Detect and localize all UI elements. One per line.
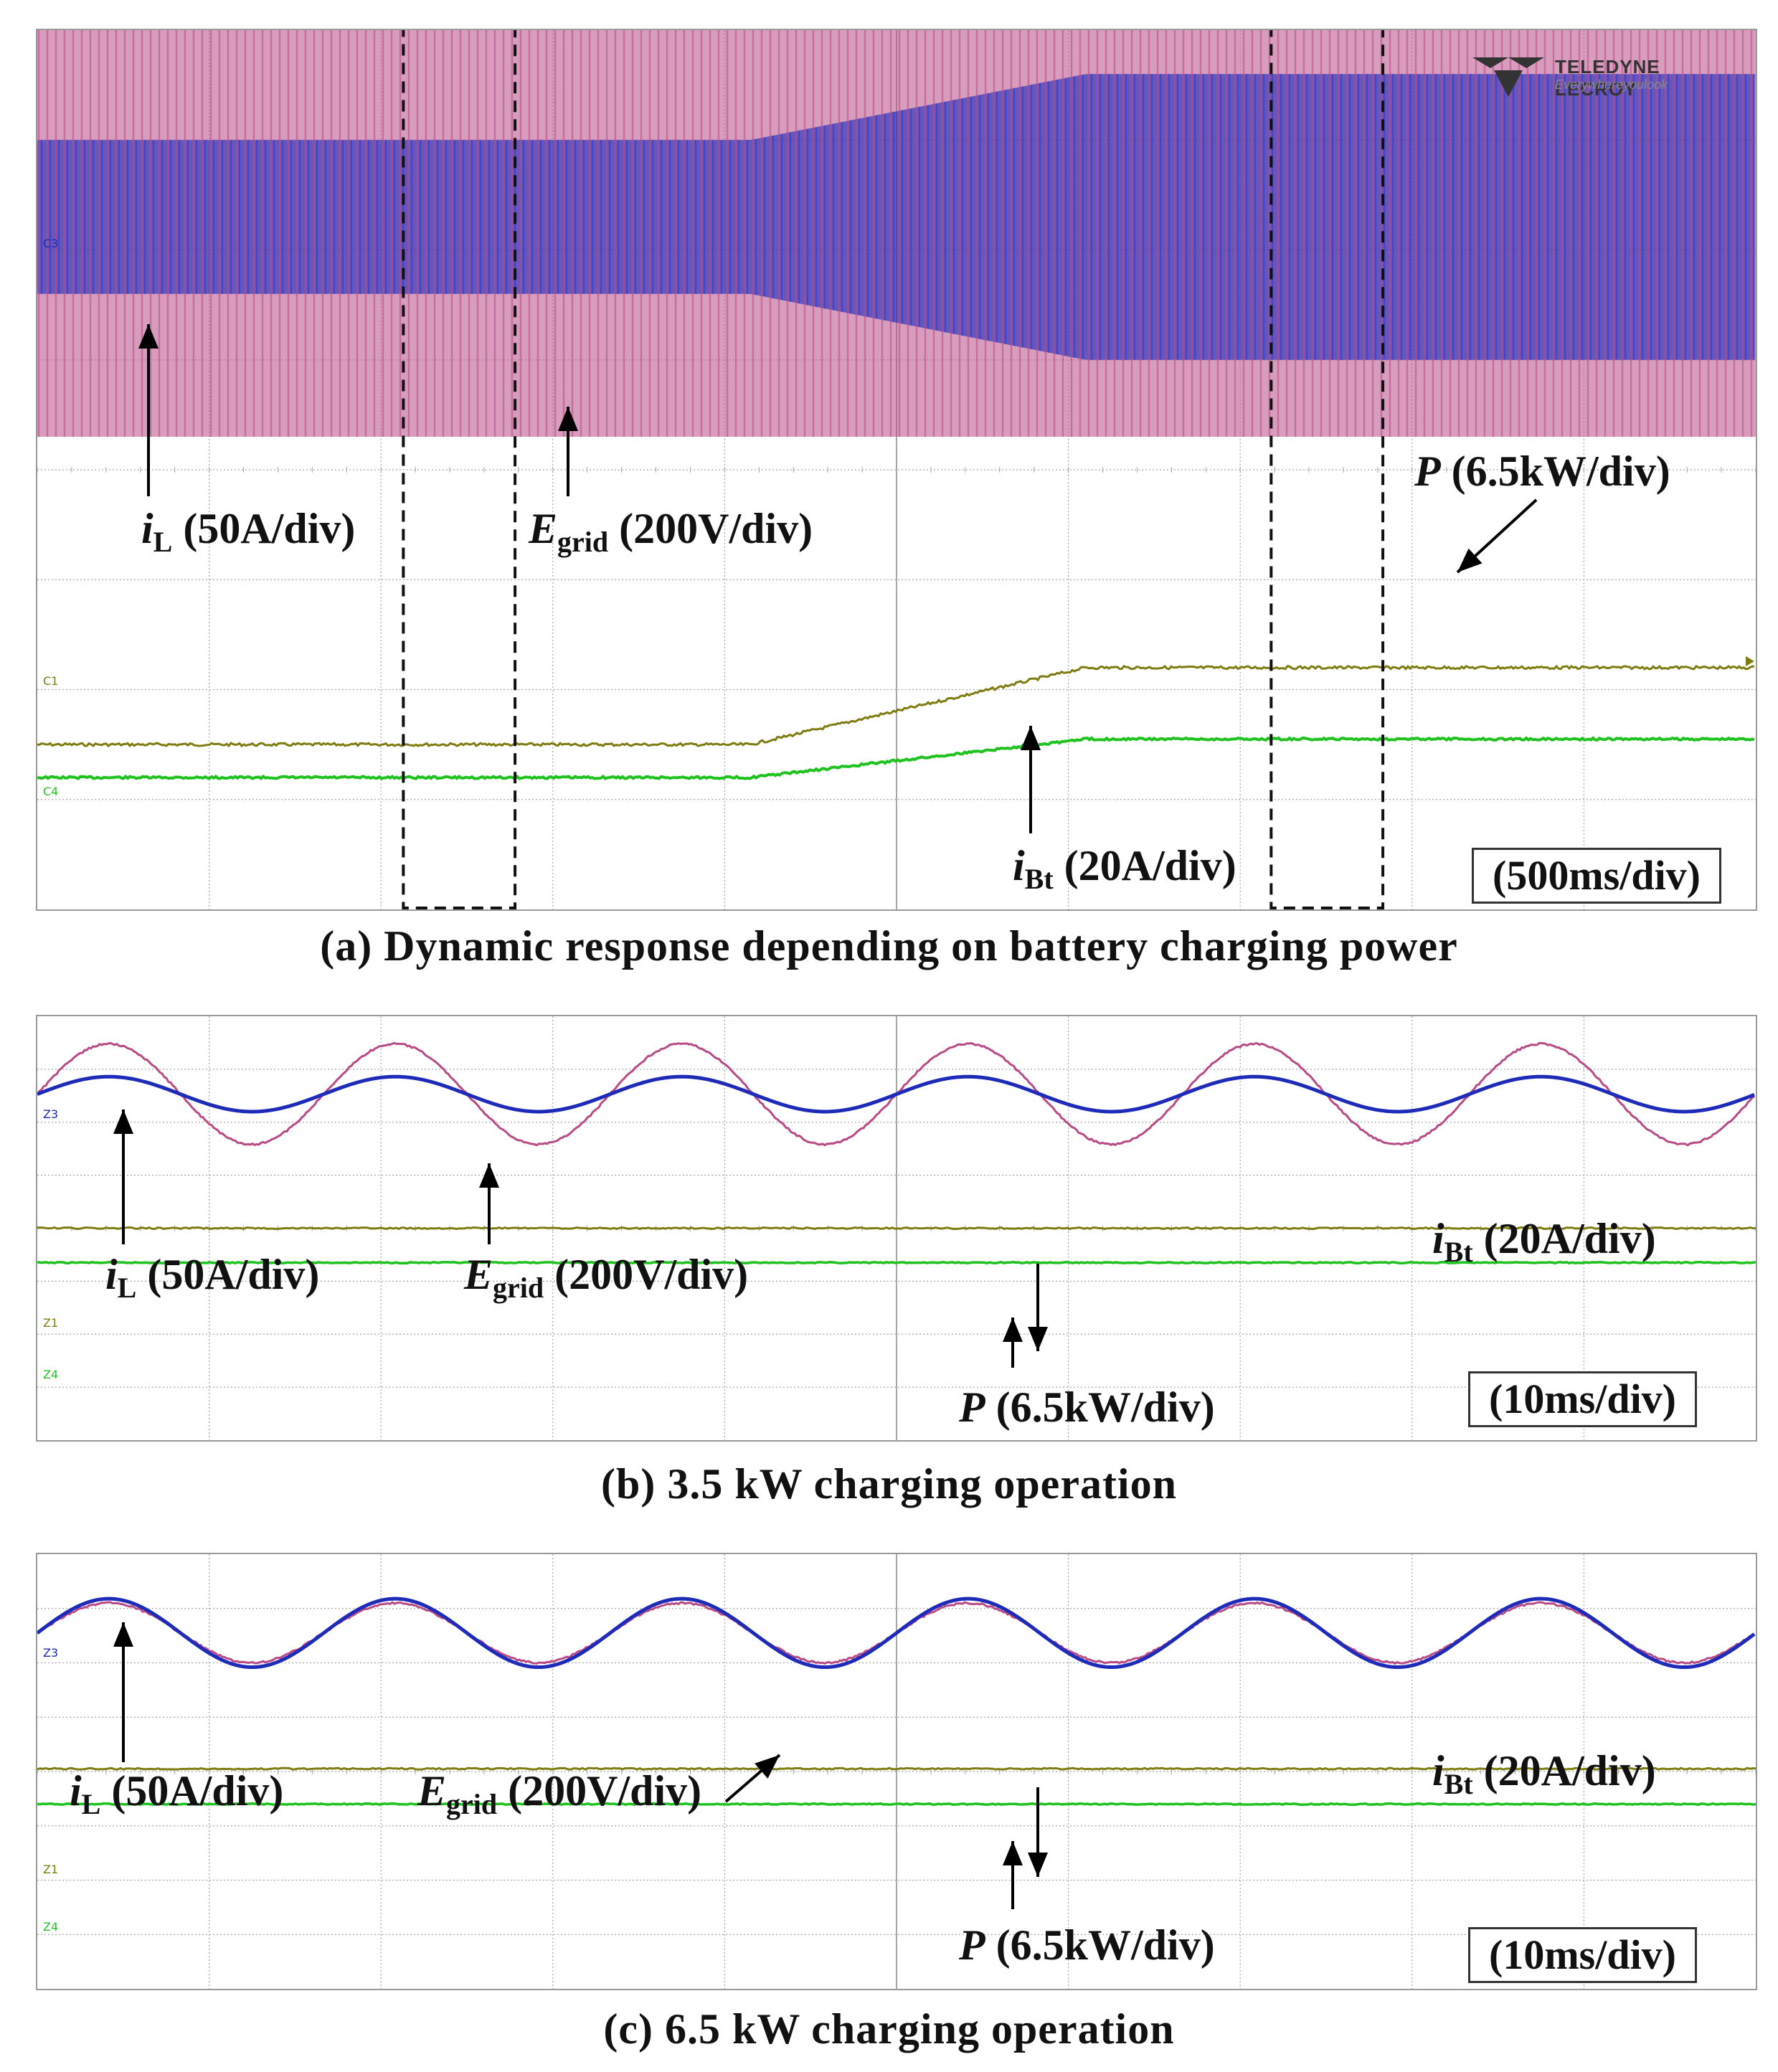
- ibt-scale: (20A/div): [1053, 842, 1236, 889]
- egrid-hatch: [37, 30, 1753, 437]
- channel-marker-z1: Z1: [43, 1316, 59, 1330]
- trigger-marker: [1746, 656, 1754, 666]
- p-arrow-head: [1003, 1318, 1023, 1342]
- il-trace: [37, 1596, 1756, 1670]
- highlight-window: [1269, 30, 1385, 909]
- caption-a: (a) Dynamic response depending on batter…: [320, 922, 1458, 970]
- timebase-box-a: (500ms/div): [1472, 848, 1721, 904]
- egrid-scale: (200V/div): [544, 1251, 749, 1298]
- scope-panel-c: Z3 Z1 Z4 iL (50A/div) Egrid (200V/div) i…: [36, 1553, 1757, 1990]
- ibt-symbol: i: [1432, 1747, 1444, 1794]
- label-il: iL (50A/div): [141, 507, 355, 557]
- channel-marker-z3: Z3: [43, 1107, 59, 1121]
- label-il: iL (50A/div): [105, 1253, 319, 1302]
- egrid-subscript: grid: [446, 1788, 498, 1820]
- il-subscript: L: [117, 1272, 137, 1304]
- il-scale: (50A/div): [172, 505, 356, 552]
- ibt-subscript: Bt: [1024, 863, 1054, 895]
- egrid-arrow-head: [755, 1755, 780, 1779]
- egrid-symbol: E: [529, 505, 558, 552]
- p-trace: [37, 664, 1755, 748]
- channel-marker-c1: C1: [43, 674, 59, 688]
- label-il: iL (50A/div): [70, 1769, 283, 1819]
- ibt-arrow-head: [1021, 726, 1041, 750]
- il-subscript: L: [81, 1788, 101, 1820]
- il-symbol: i: [70, 1767, 82, 1815]
- il-arrow-head: [113, 1110, 133, 1134]
- ibt-arrow-head: [1028, 1853, 1048, 1877]
- lecroy-logo-icon: [1472, 57, 1544, 97]
- logo-brand-text: TELEDYNE LECROY: [1555, 56, 1660, 100]
- label-p: P (6.5kW/div): [1414, 450, 1670, 493]
- il-subscript: L: [153, 526, 173, 558]
- scope-plot-a: [37, 30, 1756, 909]
- channel-marker-z3: Z3: [43, 1646, 59, 1660]
- p-trace: [37, 1226, 1756, 1231]
- p-symbol: P: [1414, 448, 1441, 495]
- p-trace: [37, 1766, 1756, 1771]
- egrid-subscript: grid: [557, 526, 609, 558]
- il-arrow-head: [138, 324, 159, 349]
- p-arrow-head: [1003, 1841, 1023, 1865]
- scope-panel-a: TELEDYNE LECROY Everywhereyoulook C3 C1 …: [36, 29, 1757, 911]
- egrid-scale: (200V/div): [497, 1767, 702, 1815]
- il-arrow-head: [113, 1622, 133, 1647]
- egrid-arrow-head: [479, 1163, 499, 1188]
- il-trace: [37, 1074, 1755, 1114]
- ibt-arrow-head: [1028, 1327, 1048, 1351]
- channel-marker-z4: Z4: [43, 1368, 59, 1381]
- label-p: P (6.5kW/div): [959, 1386, 1215, 1429]
- p-scale: (6.5kW/div): [1440, 448, 1670, 495]
- egrid-subscript: grid: [493, 1272, 544, 1304]
- p-symbol: P: [959, 1921, 985, 1969]
- channel-marker-z4: Z4: [43, 1920, 59, 1934]
- timebase-box-c: (10ms/div): [1468, 1927, 1697, 1983]
- il-symbol: i: [105, 1251, 118, 1298]
- caption-c: (c) 6.5 kW charging operation: [603, 2005, 1175, 2053]
- logo-tagline-text: Everywhereyoulook: [1555, 77, 1668, 92]
- il-symbol: i: [141, 505, 153, 552]
- ibt-subscript: Bt: [1444, 1236, 1473, 1268]
- channel-marker-z1: Z1: [43, 1863, 59, 1876]
- egrid-scale: (200V/div): [608, 505, 813, 552]
- il-scale: (50A/div): [100, 1767, 284, 1815]
- ibt-subscript: Bt: [1444, 1768, 1473, 1800]
- p-scale: (6.5kW/div): [985, 1383, 1215, 1431]
- il-envelope: [37, 74, 1754, 360]
- caption-b: (b) 3.5 kW charging operation: [601, 1460, 1177, 1508]
- egrid-symbol: E: [464, 1251, 493, 1298]
- ibt-scale: (20A/div): [1472, 1215, 1656, 1262]
- label-ibt: iBt (20A/div): [1432, 1749, 1656, 1799]
- teledyne-lecroy-logo: TELEDYNE LECROY Everywhereyoulook: [1469, 50, 1727, 100]
- ibt-scale: (20A/div): [1472, 1747, 1656, 1794]
- il-hatch: [40, 74, 1756, 360]
- channel-marker-c4: C4: [43, 785, 59, 798]
- label-ibt: iBt (20A/div): [1432, 1217, 1656, 1267]
- ibt-symbol: i: [1432, 1215, 1444, 1262]
- label-egrid: Egrid (200V/div): [529, 507, 813, 557]
- label-egrid: Egrid (200V/div): [417, 1769, 701, 1819]
- scope-panel-b: Z3 Z1 Z4 iL (50A/div) Egrid (200V/div) i…: [36, 1015, 1757, 1442]
- label-egrid: Egrid (200V/div): [464, 1253, 748, 1302]
- timebase-box-b: (10ms/div): [1468, 1371, 1697, 1427]
- highlight-window: [402, 30, 517, 909]
- ibt-symbol: i: [1013, 842, 1025, 889]
- ibt-trace: [37, 736, 1755, 780]
- p-arrow-head: [1457, 548, 1483, 572]
- ibt-trace: [37, 1260, 1756, 1265]
- egrid-arrow-head: [558, 407, 578, 431]
- p-scale: (6.5kW/div): [985, 1921, 1215, 1969]
- label-ibt: iBt (20A/div): [1013, 844, 1236, 894]
- il-scale: (50A/div): [136, 1251, 320, 1298]
- label-p: P (6.5kW/div): [959, 1924, 1215, 1967]
- channel-marker-c3: C3: [43, 237, 59, 250]
- p-symbol: P: [959, 1383, 985, 1431]
- egrid-symbol: E: [417, 1767, 447, 1815]
